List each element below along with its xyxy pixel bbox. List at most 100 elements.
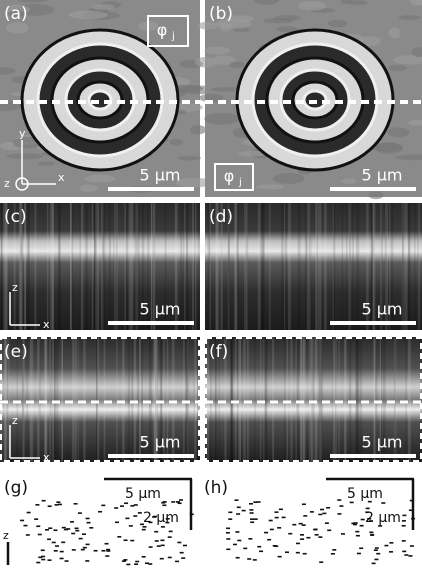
streak [95,337,99,462]
streak [34,203,37,330]
streak [103,337,106,462]
texture [216,18,252,29]
streak [102,203,106,330]
streak [319,337,322,462]
streak [3,203,6,330]
streak [155,337,159,462]
streak [135,203,139,330]
streak [94,203,97,330]
streak [238,337,241,462]
streak [214,337,217,462]
streak [44,337,46,462]
streak [208,203,211,330]
streak [125,203,129,330]
streak [22,337,24,462]
streak [375,337,378,462]
streak [23,203,26,330]
streak [324,203,327,330]
texture [298,0,327,11]
texture [411,47,422,58]
streak [153,337,156,462]
texture [212,55,237,65]
streak [38,337,41,462]
streak [55,337,59,462]
scale-label: 2 µm [143,510,179,526]
streak [46,203,49,330]
streak [334,337,337,462]
streak [311,337,314,462]
streak [257,203,261,330]
streak [221,203,223,330]
streak [348,203,351,330]
streak [164,203,167,330]
streak [37,337,41,462]
streak [77,337,79,462]
streak [236,203,239,330]
texture [80,184,98,192]
streak [133,337,137,462]
streak [113,203,115,330]
texture [255,184,285,190]
streak [335,337,337,462]
streak [153,203,156,330]
phi-subscript: j [171,31,175,42]
streak [234,203,237,330]
streak [96,337,99,462]
streak [215,337,218,462]
streak [218,337,220,462]
streak [19,203,22,330]
scale-label: 5 µm [125,486,161,502]
streak [152,203,155,330]
streak [224,337,227,462]
streak [300,337,303,462]
streak [147,203,150,330]
streak [266,337,268,462]
streak [405,337,407,462]
streak [3,337,6,462]
streak [296,337,300,462]
streak [359,337,363,462]
streak [197,337,201,462]
streak [341,203,344,330]
streak [355,337,358,462]
texture [204,112,240,125]
dashed-border [0,337,200,462]
streak [263,337,265,462]
streak [24,203,26,330]
streak [154,337,158,462]
streak [192,203,194,330]
streak [318,203,322,330]
panel-label: (g) [4,478,28,498]
streak [239,337,241,462]
texture [254,0,279,5]
panel-label: (h) [204,478,228,498]
streak [230,337,233,462]
streak [197,337,200,462]
axis-label: x [58,171,65,184]
streak [227,203,229,330]
texture [407,119,422,126]
streak [80,203,84,330]
streak [53,337,56,462]
streak [318,337,321,462]
texture [273,173,305,184]
streak [311,337,313,462]
streak [180,203,183,330]
streak [315,203,317,330]
section-image [205,203,422,330]
streak [401,203,405,330]
streak [194,203,197,330]
phi-label: φ [224,167,235,186]
texture [169,138,184,146]
streak [259,203,262,330]
texture [370,142,402,152]
streak [193,337,197,462]
streak [315,203,319,330]
streak [407,203,411,330]
streak [16,337,18,462]
scale-label: 5 µm [361,433,402,452]
streak [384,203,387,330]
texture [276,26,299,33]
texture [388,64,408,71]
streak [373,337,377,462]
